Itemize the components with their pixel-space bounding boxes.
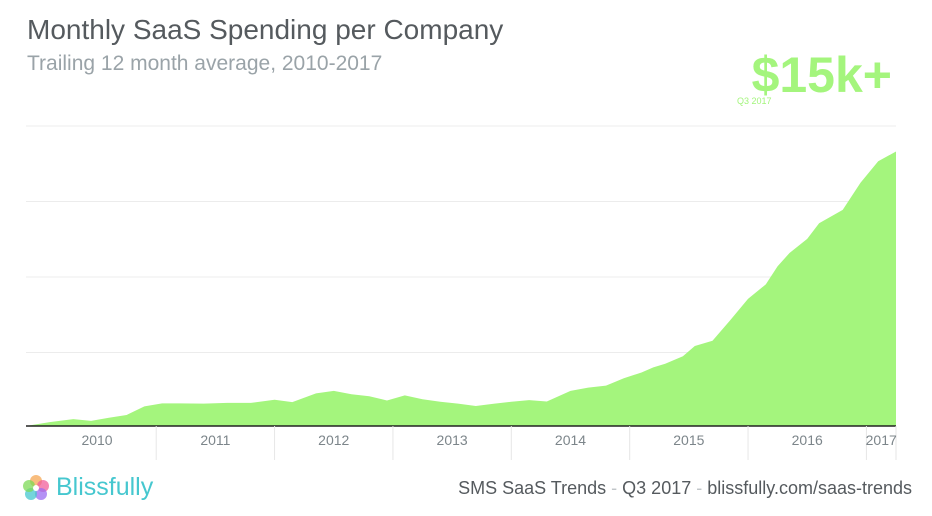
chart-subtitle: Trailing 12 month average, 2010-2017 [27,52,383,75]
series-area [26,124,896,426]
callout-label: Q3 2017 [737,96,772,106]
x-tick-label: 2014 [555,432,586,448]
flower-logo-icon [23,474,49,500]
callout-value: $15k+ [751,47,892,103]
brand-logo: Blissfully [22,473,153,502]
x-tick-label: 2011 [200,432,230,448]
report-period: Q3 2017 [622,478,692,498]
source-link[interactable]: blissfully.com/saas-trends [707,478,912,498]
separator: - [696,478,703,498]
chart-area: 2010 2011 2012 2013 2014 2015 2016 2017 [26,124,897,460]
brand-name: Blissfully [56,473,154,501]
x-tick-label: 2010 [81,432,112,448]
x-tick-label: 2015 [673,432,704,448]
chart-title: Monthly SaaS Spending per Company [27,14,504,45]
report-name: SMS SaaS Trends [458,478,607,498]
x-tick-label: 2013 [437,432,468,448]
source-line: SMS SaaS Trends - Q3 2017 - blissfully.c… [458,478,912,499]
x-tick-label: 2017 [866,432,897,448]
x-tick-label: 2012 [318,432,349,448]
separator: - [611,478,618,498]
x-tick-label: 2016 [792,432,823,448]
